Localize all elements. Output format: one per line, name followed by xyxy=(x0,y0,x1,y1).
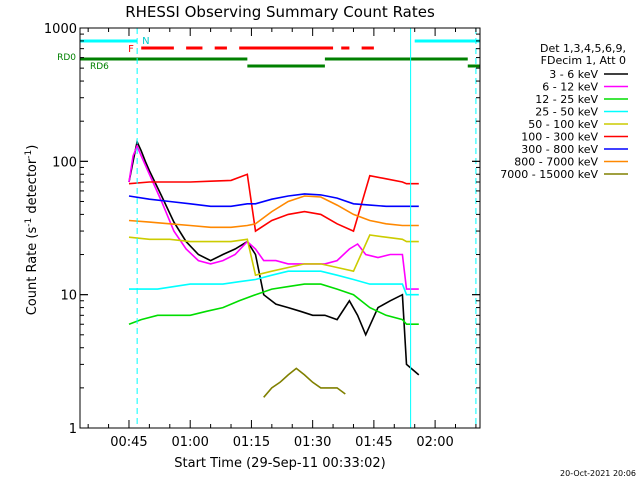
label-N: N xyxy=(142,36,149,47)
generated-timestamp: 20-Oct-2021 20:06 xyxy=(560,469,636,478)
x-tick-label-2: 01:15 xyxy=(233,435,270,450)
legend-label-7: 800 - 7000 keV xyxy=(514,156,598,169)
legend-label-8: 7000 - 15000 keV xyxy=(500,168,598,181)
x-tick-label-4: 01:45 xyxy=(355,435,392,450)
legend-header-1: FDecim 1, Att 0 xyxy=(541,54,626,67)
x-tick-label-5: 02:00 xyxy=(416,435,453,450)
label-F: F xyxy=(128,44,134,55)
legend: Det 1,3,4,5,6,9,FDecim 1, Att 03 - 6 keV… xyxy=(500,42,628,181)
series-line-8 xyxy=(263,367,346,398)
series-line-3 xyxy=(129,270,419,296)
legend-label-0: 3 - 6 keV xyxy=(549,68,598,81)
plot-area: NF RD0 RD6 1 10 100 1000 00:45 01:00 01:15 01:30 01… xyxy=(44,22,481,450)
y-tick-label-1: 10 xyxy=(60,289,77,304)
y-tick-label-2: 100 xyxy=(52,155,77,170)
plot-frame xyxy=(79,27,481,429)
legend-label-2: 12 - 25 keV xyxy=(535,93,598,106)
label-RD6: RD6 xyxy=(90,62,109,72)
x-tick-label-1: 01:00 xyxy=(171,435,208,450)
x-axis-title: Start Time (29-Sep-11 00:33:02) xyxy=(174,456,385,471)
legend-label-5: 100 - 300 keV xyxy=(521,131,598,144)
y-tick-label-0: 1 xyxy=(69,422,77,437)
series-line-1 xyxy=(128,144,419,290)
series-line-4 xyxy=(128,234,419,277)
series-line-5 xyxy=(128,173,419,233)
series-line-7 xyxy=(128,195,419,229)
y-axis-title: Count Rate (s-1 detector-1) xyxy=(24,145,40,316)
label-RD0: RD0 xyxy=(57,53,76,63)
y-tick-label-3: 1000 xyxy=(44,22,77,37)
legend-label-4: 50 - 100 keV xyxy=(528,118,598,131)
legend-label-6: 300 - 800 keV xyxy=(521,143,598,156)
series-line-2 xyxy=(128,283,419,326)
legend-label-1: 6 - 12 keV xyxy=(542,81,598,94)
series-line-6 xyxy=(128,193,419,208)
x-tick-label-3: 01:30 xyxy=(294,435,331,450)
x-tick-label-0: 00:45 xyxy=(110,435,147,450)
chart-title: RHESSI Observing Summary Count Rates xyxy=(125,3,435,21)
legend-header-0: Det 1,3,4,5,6,9, xyxy=(540,42,626,55)
legend-label-3: 25 - 50 keV xyxy=(535,106,598,119)
